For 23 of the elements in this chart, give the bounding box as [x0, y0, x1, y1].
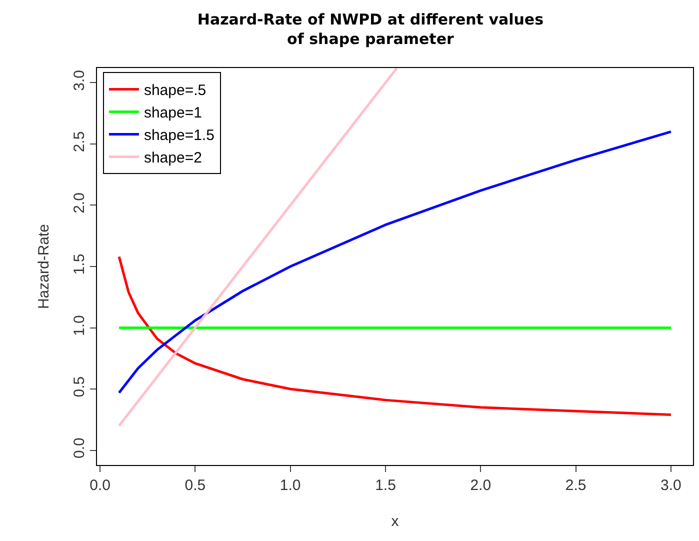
- x-tick-label: 1.0: [280, 477, 301, 494]
- y-tick-label: 0.0: [71, 438, 88, 458]
- y-tick-label: 2.5: [71, 131, 88, 152]
- y-tick-label: 0.5: [71, 376, 88, 398]
- chart-title: Hazard-Rate of NWPD at different values of shape parameter: [197, 10, 544, 48]
- y-axis-title: Hazard-Rate: [35, 224, 52, 310]
- legend-label: shape=1.5: [144, 127, 214, 144]
- legend-label: shape=.5: [144, 82, 206, 100]
- x-axis-title: x: [391, 513, 400, 530]
- x-tick-label: 3.0: [660, 477, 682, 494]
- x-tick-label: 0.0: [90, 477, 110, 494]
- line-series: [118, 255, 672, 416]
- y-tick-label: 1.0: [71, 315, 88, 336]
- line-series: [118, 130, 672, 394]
- x-tick-label: 2.5: [565, 477, 586, 494]
- x-tick-label: 0.5: [184, 477, 206, 494]
- y-tick-label: 1.5: [71, 254, 88, 275]
- y-tick-label: 3.0: [71, 70, 88, 91]
- y-tick-label: 2.0: [71, 192, 88, 214]
- x-tick-label: 2.0: [470, 477, 492, 494]
- legend-label: shape=1: [144, 104, 202, 122]
- legend-label: shape=2: [144, 150, 202, 167]
- x-tick-label: 1.5: [375, 477, 396, 494]
